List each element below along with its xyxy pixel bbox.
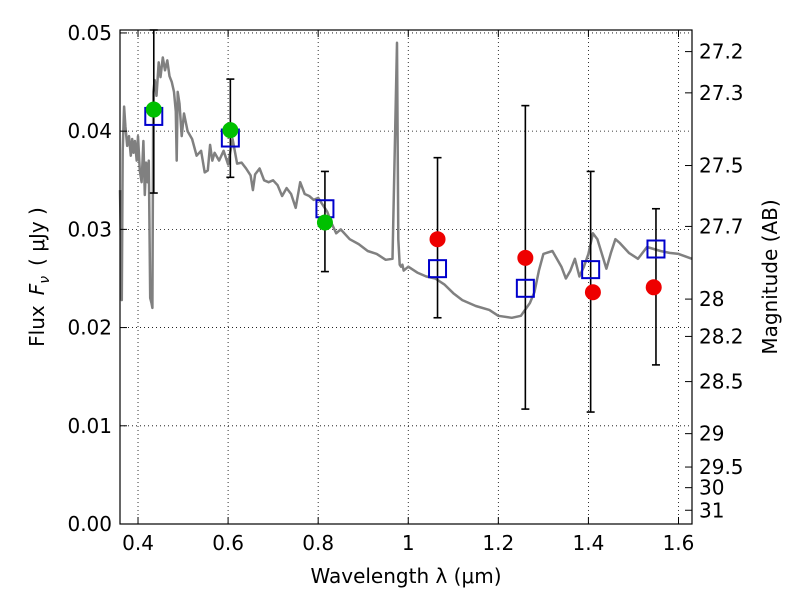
magnitude-tick-label: 27.2 bbox=[699, 40, 744, 64]
y-axis-label-symbol: F bbox=[25, 283, 49, 295]
plot-frame bbox=[119, 29, 693, 525]
upper-limit-point bbox=[429, 231, 446, 248]
error-bar-layer bbox=[149, 29, 660, 413]
magnitude-tick-label: 30 bbox=[699, 476, 724, 500]
x-tick-label: 0.4 bbox=[122, 531, 154, 555]
detection-point bbox=[316, 214, 333, 231]
model-photometry-square bbox=[646, 239, 666, 259]
marker-layer bbox=[144, 101, 666, 301]
x-tick-label: 1.6 bbox=[663, 531, 695, 555]
model-spectrum-line bbox=[118, 41, 693, 320]
x-tick-label: 1.4 bbox=[573, 531, 605, 555]
magnitude-tick-label: 27.7 bbox=[699, 214, 744, 238]
detection-point bbox=[145, 101, 162, 118]
x-axis-ticks: 0.4 0.6 0.8 1 1.2 1.4 1.6 bbox=[122, 30, 694, 555]
y-tick-label: 0.02 bbox=[67, 316, 112, 340]
magnitude-tick-label: 28.5 bbox=[699, 370, 744, 394]
y-tick-label: 0.00 bbox=[67, 512, 112, 536]
model-photometry-square bbox=[581, 260, 601, 280]
x-tick-label: 1.2 bbox=[482, 531, 514, 555]
y-tick-label: 0.03 bbox=[67, 217, 112, 241]
model-photometry-square bbox=[515, 278, 535, 298]
x-tick-label: 0.6 bbox=[212, 531, 244, 555]
y-tick-label: 0.01 bbox=[67, 414, 112, 438]
upper-limit-point bbox=[645, 279, 662, 296]
detection-point bbox=[222, 122, 239, 139]
y-tick-label: 0.05 bbox=[67, 21, 112, 45]
y-axis-label: Flux Fν ( μJy ) bbox=[25, 207, 53, 347]
x-tick-label: 0.8 bbox=[302, 531, 334, 555]
magnitude-tick-label: 27.3 bbox=[699, 81, 744, 105]
magnitude-tick-label: 28 bbox=[699, 287, 724, 311]
magnitude-tick-label: 31 bbox=[699, 498, 724, 522]
x-tick-label: 1 bbox=[402, 531, 415, 555]
upper-limit-point bbox=[584, 284, 601, 301]
y-axis-ticks: 0.00 0.01 0.02 0.03 0.04 0.05 bbox=[67, 21, 127, 536]
y-axis-label-prefix: Flux bbox=[25, 305, 49, 347]
y-tick-label: 0.04 bbox=[67, 119, 112, 143]
magnitude-tick-label: 29 bbox=[699, 422, 724, 446]
y-axis-label-subscript: ν bbox=[37, 276, 53, 284]
upper-limit-point bbox=[517, 249, 534, 266]
magnitude-tick-label: 27.5 bbox=[699, 154, 744, 178]
right-axis-label: Magnitude (AB) bbox=[758, 199, 782, 354]
magnitude-tick-label: 28.2 bbox=[699, 324, 744, 348]
y-axis-label-units: ( μJy ) bbox=[25, 207, 49, 266]
model-photometry-square bbox=[428, 259, 448, 279]
magnitude-tick-label: 29.5 bbox=[699, 455, 744, 479]
spectrum-layer bbox=[118, 41, 693, 320]
x-axis-label: Wavelength λ (μm) bbox=[310, 564, 501, 588]
grid-lines bbox=[120, 30, 692, 524]
